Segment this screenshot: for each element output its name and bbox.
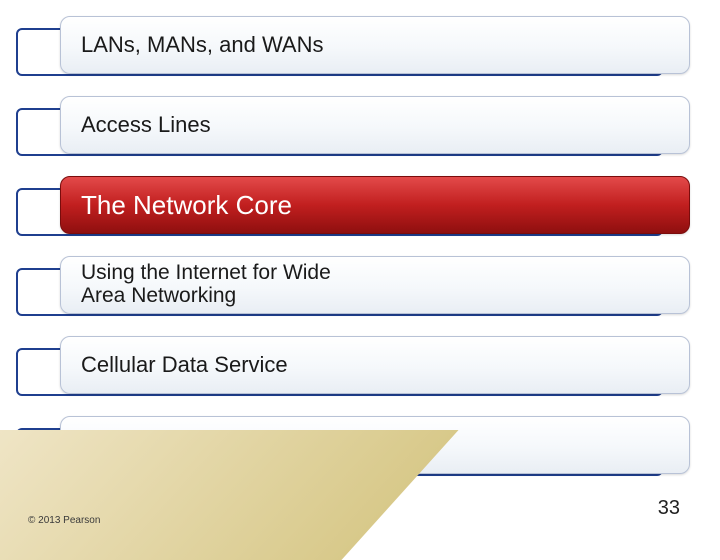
topic-pill[interactable]: LANs, MANs, and WANs [60,16,690,74]
slide: LANs, MANs, and WANs Access Lines The Netw… [0,0,720,540]
topic-row: Cellular Data Service [16,336,690,398]
topic-label: Using the Internet for Wide Area Network… [81,262,331,307]
topic-label: LANs, MANs, and WANs [81,33,323,57]
page-number: 33 [658,497,680,520]
topic-label: The Network Core [81,191,292,219]
copyright-text: © 2013 Pearson [28,515,100,526]
decorative-wedge [0,430,459,560]
topic-row: Access Lines [16,96,690,158]
topic-row: Using the Internet for Wide Area Network… [16,256,690,318]
topic-label: Access Lines [81,113,211,137]
topic-pill[interactable]: Cellular Data Service [60,336,690,394]
topic-list: LANs, MANs, and WANs Access Lines The Netw… [0,16,720,478]
topic-row: The Network Core [16,176,690,238]
topic-label: Cellular Data Service [81,353,288,377]
topic-pill[interactable]: Access Lines [60,96,690,154]
topic-pill-active[interactable]: The Network Core [60,176,690,234]
topic-pill[interactable]: Using the Internet for Wide Area Network… [60,256,690,314]
topic-row: LANs, MANs, and WANs [16,16,690,78]
